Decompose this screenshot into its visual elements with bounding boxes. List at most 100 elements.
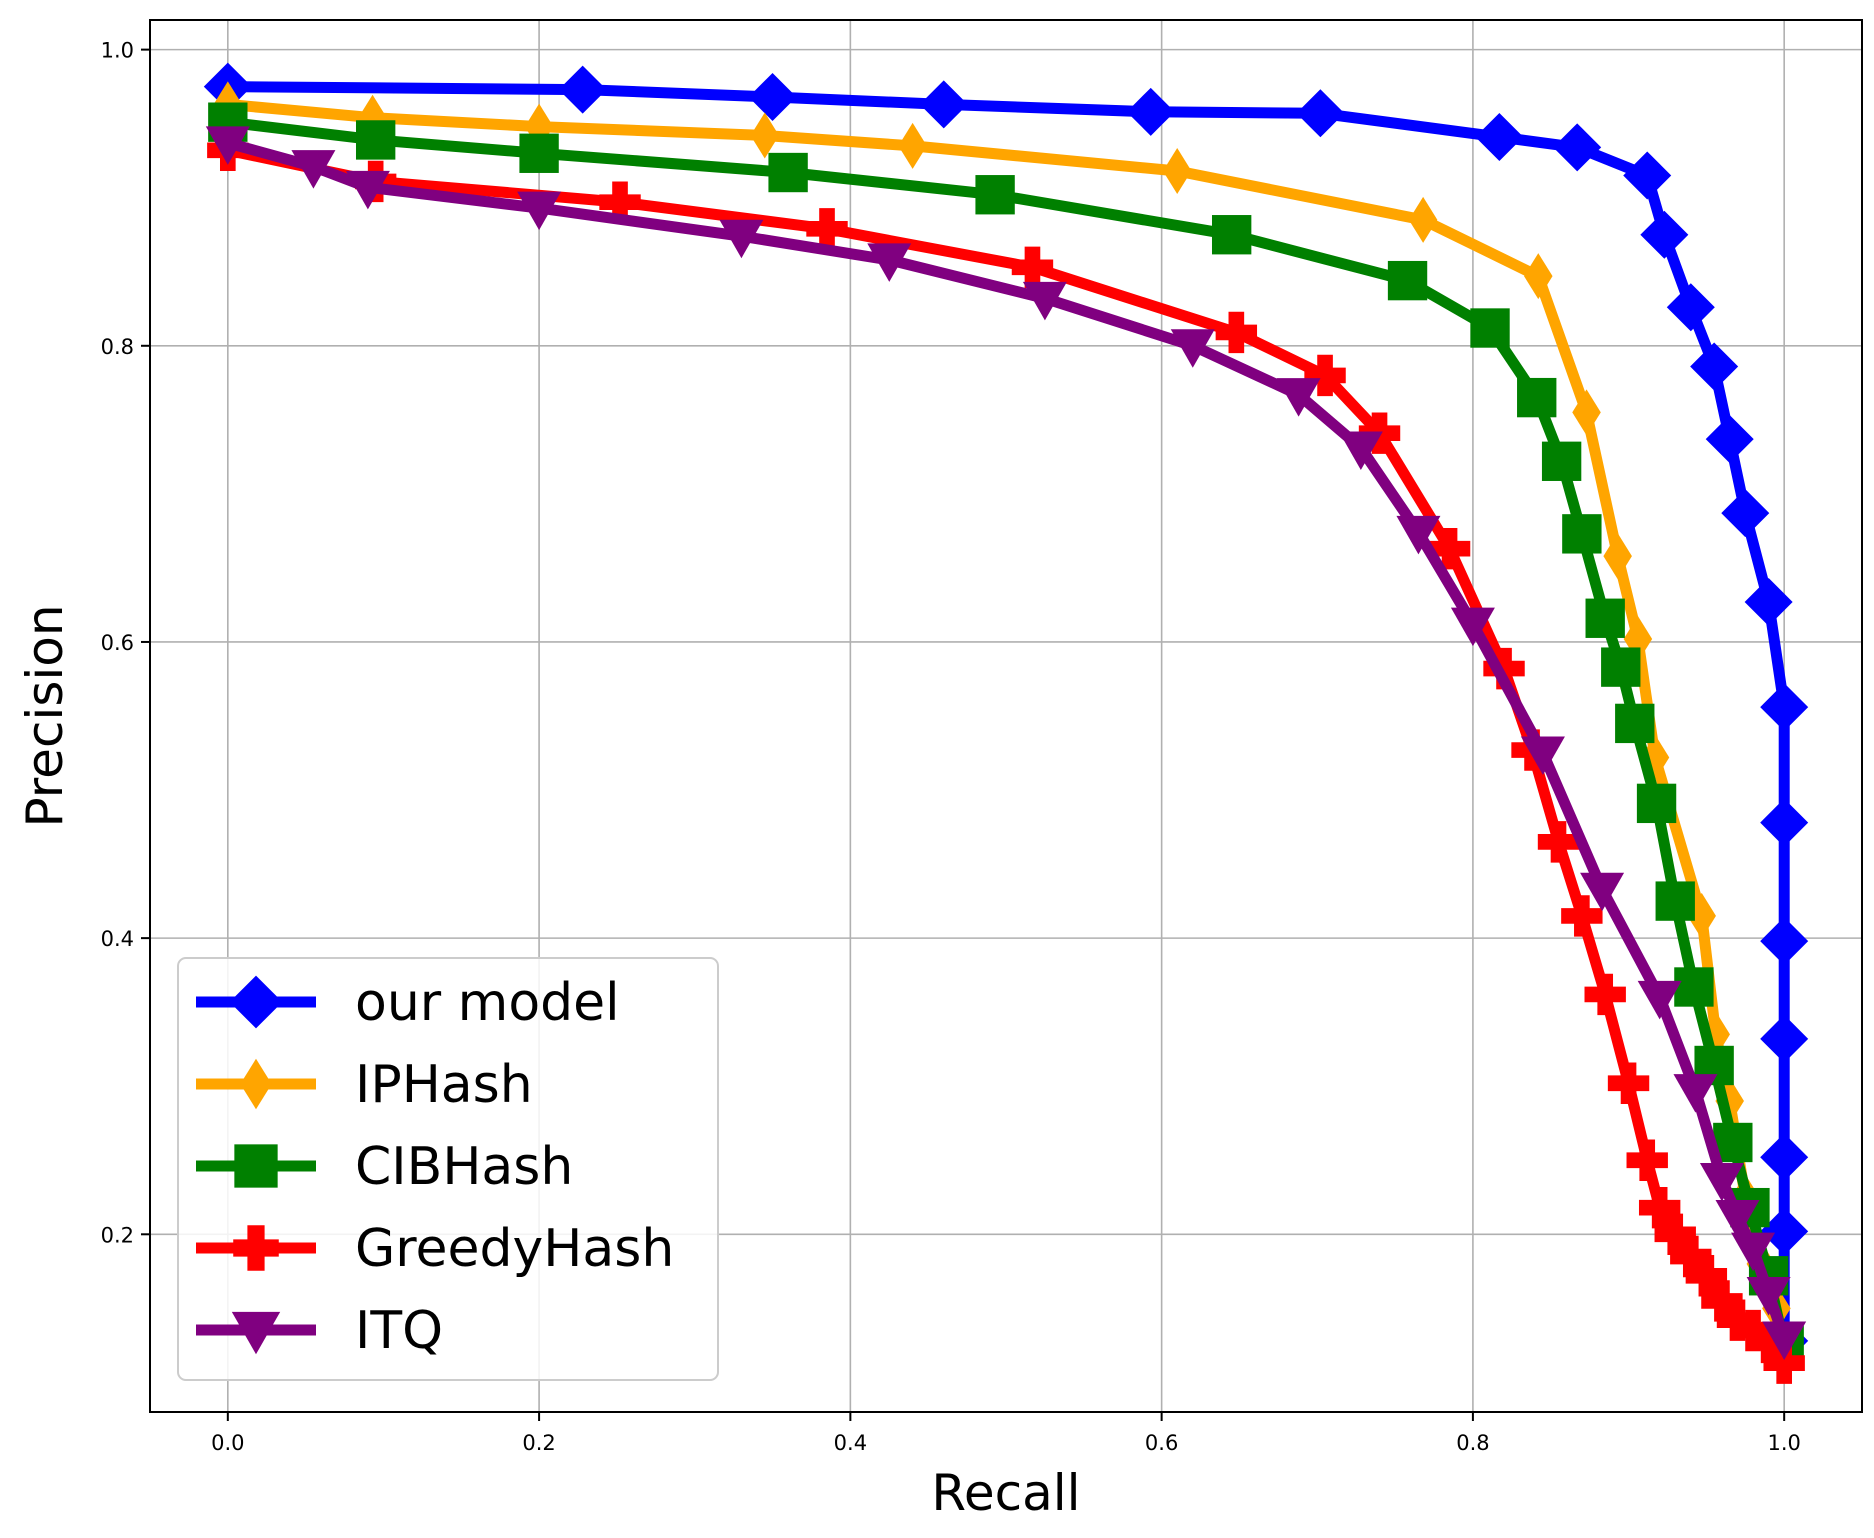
y-tick-label: 0.4 bbox=[101, 927, 134, 951]
data-point bbox=[355, 120, 396, 160]
legend-label: CIBHash bbox=[355, 1137, 573, 1197]
data-point bbox=[1396, 515, 1441, 555]
series-itq bbox=[205, 126, 1807, 1360]
data-point bbox=[1744, 577, 1793, 626]
y-tick-label: 0.8 bbox=[101, 335, 134, 359]
data-point bbox=[1760, 683, 1809, 732]
legend-entry: our model bbox=[196, 973, 620, 1033]
x-axis-label: Recall bbox=[931, 1464, 1080, 1522]
data-point bbox=[1428, 527, 1471, 570]
x-tick-label: 0.6 bbox=[1145, 1431, 1178, 1455]
data-point bbox=[1674, 967, 1714, 1007]
series-line bbox=[227, 81, 1790, 1341]
data-point bbox=[1524, 253, 1553, 300]
data-point bbox=[1666, 283, 1715, 332]
data-point bbox=[1475, 112, 1524, 161]
data-point bbox=[1763, 1342, 1805, 1384]
data-point bbox=[768, 152, 808, 193]
data-point bbox=[1607, 1062, 1650, 1104]
legend-label: ITQ bbox=[355, 1301, 443, 1361]
data-point bbox=[291, 150, 336, 189]
data-point bbox=[1541, 441, 1582, 481]
data-point bbox=[1387, 260, 1428, 301]
data-point bbox=[1408, 196, 1438, 243]
data-point bbox=[1626, 1139, 1668, 1181]
data-point bbox=[1601, 647, 1641, 687]
data-point bbox=[1637, 980, 1682, 1020]
series-greedyhash bbox=[207, 129, 1805, 1384]
data-point bbox=[1716, 1299, 1759, 1341]
data-point bbox=[345, 170, 390, 210]
data-point bbox=[358, 94, 387, 141]
data-point bbox=[1623, 151, 1672, 200]
data-point bbox=[1655, 881, 1695, 921]
data-point bbox=[1276, 378, 1321, 417]
y-tick-label: 1.0 bbox=[101, 39, 134, 63]
series-layer bbox=[203, 62, 1809, 1384]
legend: our model IPHash CIBHash GreedyHash ITQ bbox=[177, 957, 719, 1381]
data-point bbox=[1690, 342, 1739, 391]
data-point bbox=[719, 219, 764, 259]
y-tick-label: 0.2 bbox=[101, 1223, 134, 1247]
data-point bbox=[1483, 647, 1525, 690]
data-point bbox=[1670, 1235, 1712, 1278]
data-point bbox=[1760, 917, 1809, 966]
legend-box bbox=[177, 957, 719, 1381]
x-tick-label: 1.0 bbox=[1767, 1431, 1800, 1455]
data-point bbox=[1520, 736, 1565, 776]
legend-entry: CIBHash bbox=[196, 1137, 573, 1197]
legend-marker bbox=[233, 1225, 279, 1271]
data-point bbox=[1561, 895, 1603, 937]
data-point bbox=[1572, 389, 1601, 436]
data-point bbox=[1715, 1200, 1760, 1239]
data-point bbox=[1162, 148, 1192, 195]
data-point bbox=[1640, 210, 1689, 259]
series-line bbox=[227, 116, 1790, 1347]
data-point bbox=[1338, 431, 1383, 470]
legend-marker bbox=[234, 1144, 278, 1188]
data-point bbox=[1603, 533, 1632, 580]
data-point bbox=[919, 80, 968, 129]
data-point bbox=[1747, 1321, 1790, 1364]
data-point bbox=[1022, 281, 1067, 321]
data-point bbox=[1562, 514, 1602, 554]
data-point bbox=[1732, 1309, 1774, 1352]
data-point bbox=[1762, 1321, 1807, 1360]
data-point bbox=[205, 126, 250, 165]
data-point bbox=[975, 175, 1015, 215]
data-point bbox=[519, 133, 559, 173]
data-point bbox=[1470, 308, 1510, 348]
data-point bbox=[1760, 1207, 1809, 1256]
data-point bbox=[1760, 1133, 1809, 1182]
data-point bbox=[1585, 598, 1625, 638]
data-point bbox=[1636, 783, 1677, 824]
data-point bbox=[599, 181, 641, 223]
data-point bbox=[517, 191, 562, 231]
y-axis-label: Precision bbox=[16, 604, 74, 827]
data-point bbox=[1215, 311, 1258, 354]
data-point bbox=[1721, 489, 1770, 538]
data-point bbox=[558, 65, 607, 114]
data-point bbox=[1746, 1277, 1791, 1316]
data-point bbox=[1760, 798, 1809, 847]
data-point bbox=[1537, 821, 1580, 863]
legend-label: GreedyHash bbox=[355, 1219, 674, 1279]
data-point bbox=[806, 208, 848, 250]
data-point bbox=[1553, 123, 1602, 172]
data-point bbox=[750, 112, 780, 159]
legend-marker bbox=[229, 975, 283, 1029]
data-point bbox=[1450, 607, 1495, 647]
data-point bbox=[1760, 1014, 1809, 1063]
data-point bbox=[1685, 1255, 1728, 1297]
x-tick-label: 0.4 bbox=[834, 1431, 867, 1455]
data-point bbox=[1211, 215, 1252, 255]
data-point bbox=[1673, 1074, 1718, 1113]
legend-entry: IPHash bbox=[196, 1055, 533, 1115]
data-point bbox=[1654, 1213, 1696, 1255]
data-point bbox=[1584, 973, 1626, 1016]
axis-ticks: 0.0 0.2 0.4 0.6 0.8 1.0 0.2 0.4 0.6 0.8 1.0 bbox=[101, 39, 1801, 1455]
data-point bbox=[1517, 377, 1557, 418]
legend-marker bbox=[231, 1311, 281, 1355]
data-point bbox=[748, 73, 797, 122]
